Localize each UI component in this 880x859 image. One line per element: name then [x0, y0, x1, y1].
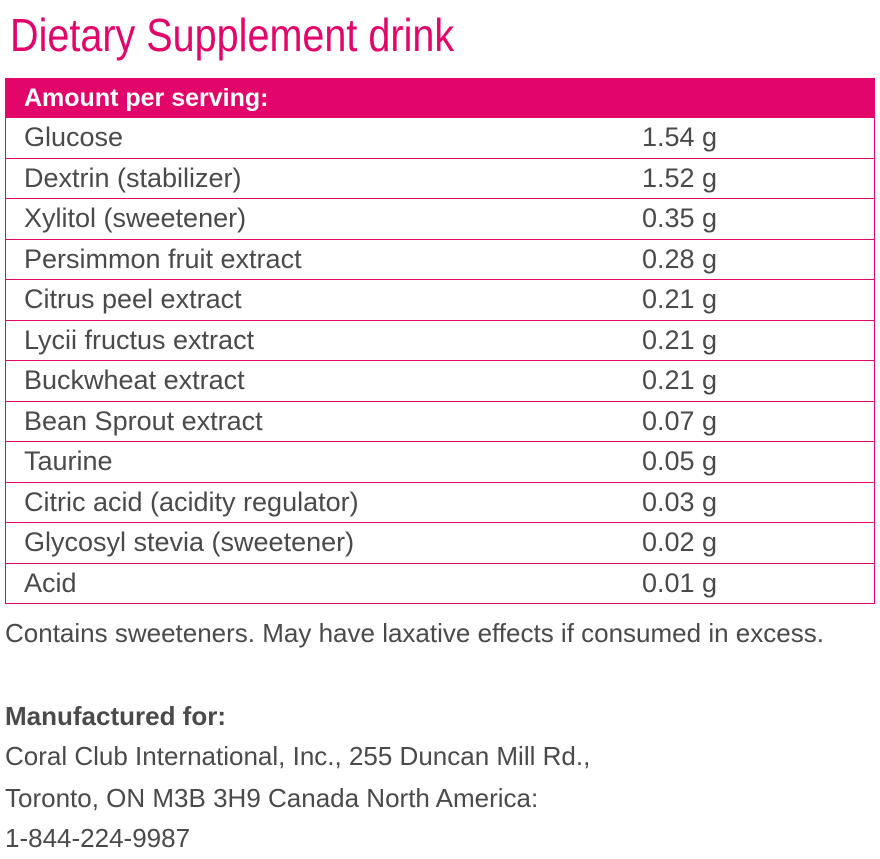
- table-row: Citrus peel extract 0.21 g: [5, 279, 875, 321]
- table-row: Glucose 1.54 g: [5, 117, 875, 159]
- amount: 0.03 g: [642, 481, 875, 523]
- note: Contains sweeteners. May have laxative e…: [5, 618, 824, 648]
- table-row: Lycii fructus extract 0.21 g: [5, 319, 875, 361]
- manufacturer-heading: Manufactured for:: [5, 701, 226, 731]
- table-row: Bean Sprout extract 0.07 g: [5, 400, 875, 442]
- ingredient: Glucose: [5, 117, 642, 159]
- table-row: Acid 0.01 g: [5, 562, 875, 604]
- ingredient: Dextrin (stabilizer): [5, 157, 642, 199]
- title: Dietary Supplement drink: [10, 9, 455, 61]
- table-row: Buckwheat extract 0.21 g: [5, 360, 875, 402]
- ingredient: Bean Sprout extract: [5, 400, 642, 442]
- table-row: Dextrin (stabilizer) 1.52 g: [5, 157, 875, 199]
- amount: 0.01 g: [642, 562, 875, 604]
- ingredient: Lycii fructus extract: [5, 319, 642, 361]
- amount: 0.02 g: [642, 522, 875, 564]
- ingredient: Citric acid (acidity regulator): [5, 481, 642, 523]
- table-row: Glycosyl stevia (sweetener) 0.02 g: [5, 522, 875, 564]
- ingredient: Xylitol (sweetener): [5, 198, 642, 240]
- ingredient: Taurine: [5, 441, 642, 483]
- ingredient: Persimmon fruit extract: [5, 238, 642, 280]
- table-row: Citric acid (acidity regulator) 0.03 g: [5, 481, 875, 523]
- address-line: Coral Club International, Inc., 255 Dunc…: [5, 741, 591, 771]
- ingredient: Glycosyl stevia (sweetener): [5, 522, 642, 564]
- amount: 0.21 g: [642, 319, 875, 361]
- amount: 0.07 g: [642, 400, 875, 442]
- amount: 0.21 g: [642, 360, 875, 402]
- amount: 1.54 g: [642, 117, 875, 159]
- table-row: Xylitol (sweetener) 0.35 g: [5, 198, 875, 240]
- amount: 1.52 g: [642, 157, 875, 199]
- amount: 0.21 g: [642, 279, 875, 321]
- ingredient: Acid: [5, 562, 642, 604]
- amount: 0.05 g: [642, 441, 875, 483]
- ingredient: Buckwheat extract: [5, 360, 642, 402]
- table-row: Taurine 0.05 g: [5, 441, 875, 483]
- amount: 0.28 g: [642, 238, 875, 280]
- ingredient: Citrus peel extract: [5, 279, 642, 321]
- address-line: Toronto, ON M3B 3H9 Canada North America…: [5, 783, 539, 813]
- phone: 1-844-224-9987: [5, 823, 191, 853]
- amount: 0.35 g: [642, 198, 875, 240]
- nutrition-table: Amount per serving: Glucose 1.54 g Dextrin…: [5, 78, 875, 604]
- table-row: Persimmon fruit extract 0.28 g: [5, 238, 875, 280]
- table-header: Amount per serving:: [5, 78, 875, 118]
